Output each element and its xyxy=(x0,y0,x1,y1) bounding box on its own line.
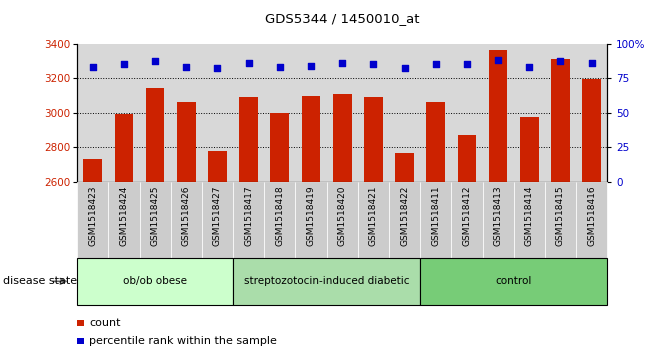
Text: percentile rank within the sample: percentile rank within the sample xyxy=(89,336,277,346)
Bar xyxy=(551,59,570,182)
Text: GSM1518414: GSM1518414 xyxy=(525,185,534,246)
Bar xyxy=(364,97,382,182)
Bar xyxy=(77,182,108,258)
Bar xyxy=(302,96,320,182)
Text: GSM1518418: GSM1518418 xyxy=(275,185,285,246)
Text: GSM1518417: GSM1518417 xyxy=(244,185,253,246)
Bar xyxy=(264,182,295,258)
Point xyxy=(119,61,130,67)
Bar xyxy=(420,182,452,258)
Bar xyxy=(514,182,545,258)
Bar xyxy=(146,88,164,182)
Bar xyxy=(177,102,196,182)
Bar xyxy=(420,258,607,305)
Text: GSM1518416: GSM1518416 xyxy=(587,185,596,246)
Bar xyxy=(202,182,233,258)
Point xyxy=(462,61,472,67)
Point xyxy=(493,57,503,63)
Text: streptozotocin-induced diabetic: streptozotocin-induced diabetic xyxy=(244,276,409,286)
Bar xyxy=(452,182,482,258)
Bar xyxy=(77,258,233,305)
Text: GSM1518412: GSM1518412 xyxy=(462,185,472,246)
Bar xyxy=(395,153,414,182)
Text: control: control xyxy=(495,276,532,286)
Bar xyxy=(240,97,258,182)
Bar xyxy=(270,113,289,182)
Point xyxy=(181,64,192,70)
Bar xyxy=(327,182,358,258)
Bar xyxy=(208,151,227,182)
Text: GSM1518415: GSM1518415 xyxy=(556,185,565,246)
Point xyxy=(337,60,348,66)
Point xyxy=(274,64,285,70)
Bar xyxy=(426,102,445,182)
Text: GSM1518413: GSM1518413 xyxy=(494,185,503,246)
Text: ob/ob obese: ob/ob obese xyxy=(123,276,187,286)
Bar xyxy=(358,182,389,258)
Point xyxy=(430,61,441,67)
Bar xyxy=(389,182,420,258)
Text: disease state: disease state xyxy=(3,276,77,286)
Bar xyxy=(115,114,134,182)
Point xyxy=(150,58,160,64)
Bar xyxy=(576,182,607,258)
Bar xyxy=(520,117,539,182)
Bar xyxy=(140,182,170,258)
Text: GDS5344 / 1450010_at: GDS5344 / 1450010_at xyxy=(265,12,419,25)
Text: GSM1518422: GSM1518422 xyxy=(400,185,409,246)
Text: GSM1518427: GSM1518427 xyxy=(213,185,222,246)
Bar xyxy=(233,258,420,305)
Bar xyxy=(458,135,476,182)
Bar xyxy=(83,159,102,182)
Text: GSM1518426: GSM1518426 xyxy=(182,185,191,246)
Bar xyxy=(333,94,352,182)
Bar xyxy=(482,182,514,258)
Point xyxy=(399,65,410,71)
Text: count: count xyxy=(89,318,121,328)
Bar xyxy=(295,182,327,258)
Bar xyxy=(233,182,264,258)
Bar xyxy=(488,50,507,182)
Point xyxy=(586,60,597,66)
Point xyxy=(212,65,223,71)
Point xyxy=(306,63,317,69)
Text: GSM1518419: GSM1518419 xyxy=(307,185,315,246)
Point xyxy=(244,60,254,66)
Text: GSM1518423: GSM1518423 xyxy=(89,185,97,246)
Text: GSM1518424: GSM1518424 xyxy=(119,185,128,246)
Bar xyxy=(108,182,140,258)
Bar xyxy=(582,79,601,182)
Point xyxy=(555,58,566,64)
Point xyxy=(368,61,378,67)
Bar xyxy=(545,182,576,258)
Point xyxy=(87,64,98,70)
Point xyxy=(524,64,535,70)
Text: GSM1518421: GSM1518421 xyxy=(369,185,378,246)
Text: GSM1518420: GSM1518420 xyxy=(338,185,347,246)
Bar xyxy=(170,182,202,258)
Text: GSM1518411: GSM1518411 xyxy=(431,185,440,246)
Text: GSM1518425: GSM1518425 xyxy=(150,185,160,246)
